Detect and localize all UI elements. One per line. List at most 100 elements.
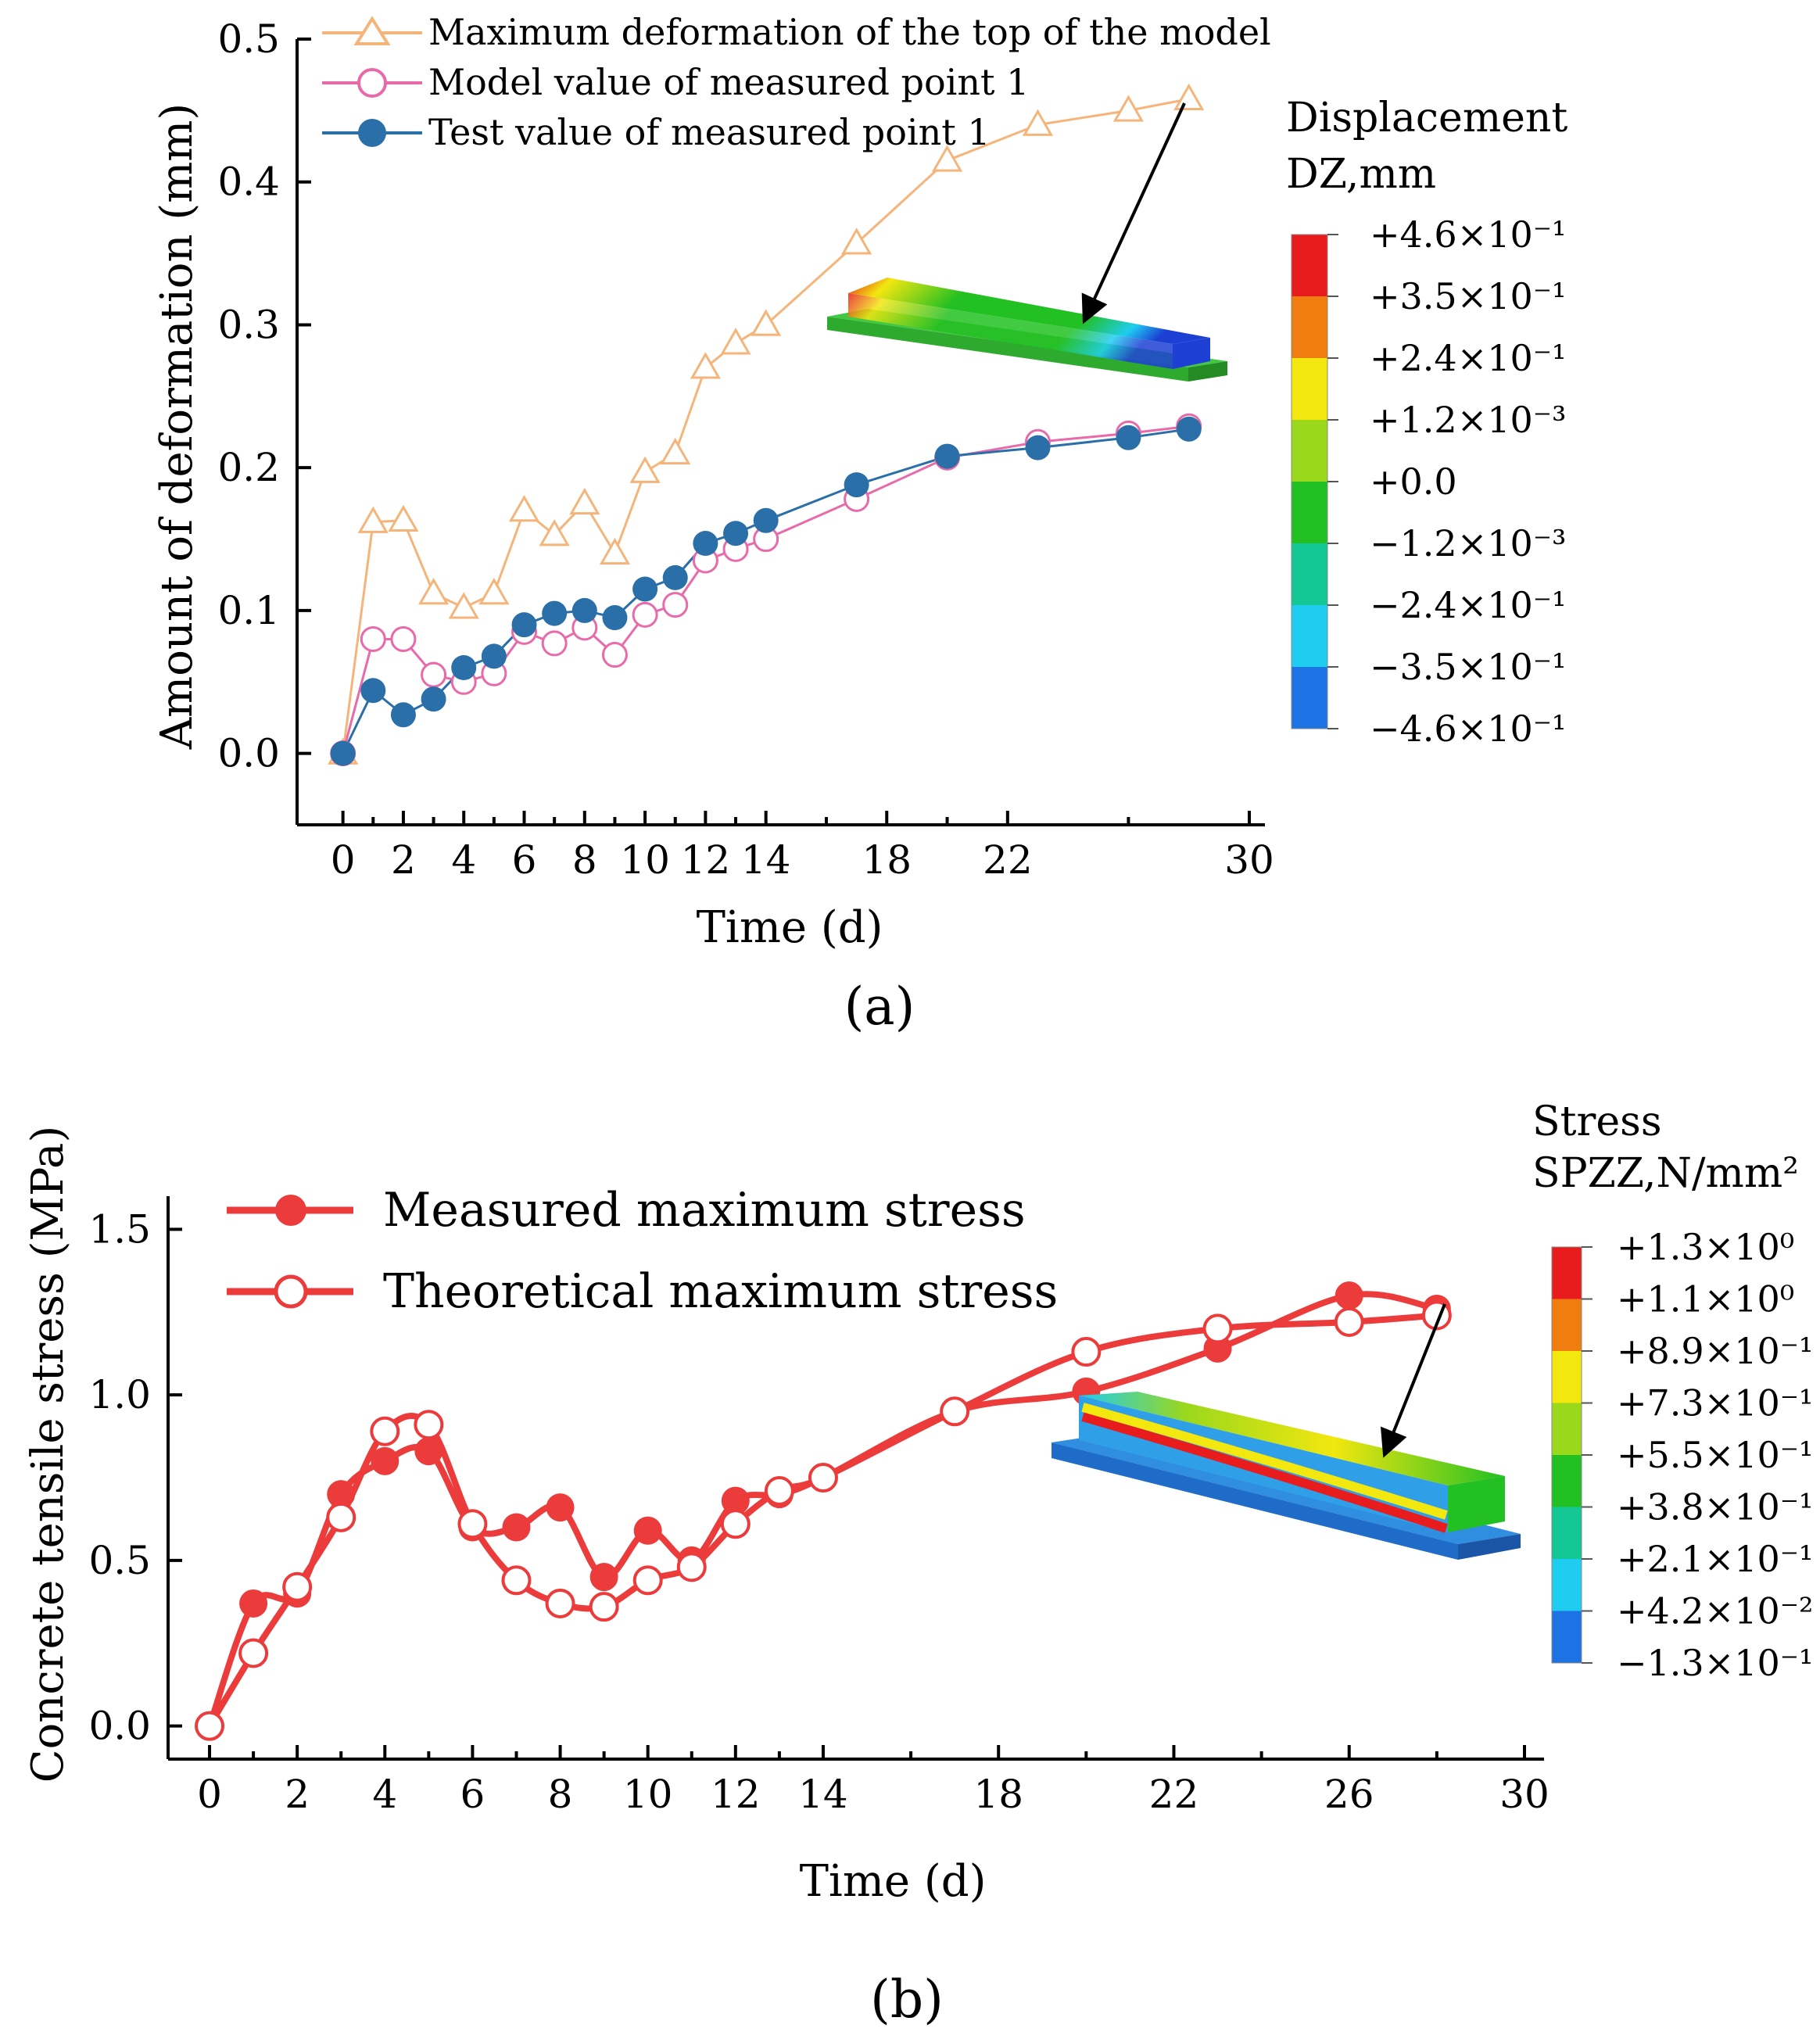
slab-b-top-face: [1079, 1392, 1505, 1485]
y-tick-label: 0.1: [217, 588, 280, 633]
data-point-open-circle: [1071, 1337, 1102, 1367]
colorbar-segment: [1552, 1559, 1582, 1611]
panel-b-ylabel: Concrete tensile stress (MPa): [23, 1126, 73, 1783]
legend-marker-filled-circle: [275, 1195, 306, 1226]
data-point-filled-circle: [511, 612, 537, 638]
panel-a-ylabel: Amount of deformation (mm): [152, 103, 202, 751]
data-point-triangle: [660, 437, 691, 465]
colorbar-segment: [1292, 358, 1327, 420]
data-point-filled-circle: [502, 1513, 531, 1542]
panel-a-colorbar: Displacement DZ,mm +4.6×10⁻¹ +3.5×10⁻¹ +2.…: [1286, 95, 1567, 750]
legend-label-measured: Measured maximum stress: [383, 1183, 1026, 1238]
colorbar-label: +5.5×10⁻¹: [1617, 1434, 1814, 1476]
panel-b-series: [195, 1281, 1452, 1741]
colorbar-segment: [1552, 1247, 1582, 1299]
data-point-filled-circle: [542, 600, 568, 626]
x-tick-label: 14: [741, 837, 791, 883]
data-point-open-circle: [662, 592, 689, 618]
data-point-triangle: [599, 537, 631, 565]
panel-a-arrow: [1081, 102, 1186, 324]
legend-label-test-value: Test value of measured point 1: [428, 111, 991, 153]
colorbar-label: +1.1×10⁰: [1617, 1278, 1794, 1321]
data-point-open-circle: [601, 642, 628, 668]
legend-marker-filled-circle: [358, 119, 386, 147]
data-point-triangle: [508, 494, 540, 522]
data-point-filled-circle: [327, 1480, 356, 1509]
data-point-filled-circle: [481, 643, 507, 669]
colorbar-segment: [1552, 1351, 1582, 1403]
colorbar-label: +4.2×10⁻²: [1617, 1590, 1814, 1632]
colorbar-segment: [1552, 1611, 1582, 1663]
slab-a-top-face: [848, 278, 1210, 344]
data-point-filled-circle: [360, 678, 386, 704]
colorbar-label: +7.3×10⁻¹: [1617, 1382, 1814, 1424]
data-point-filled-circle: [1116, 425, 1141, 450]
colorbar-label: +2.1×10⁻¹: [1617, 1538, 1814, 1580]
data-point-triangle: [569, 487, 600, 515]
data-point-open-circle: [414, 1410, 444, 1440]
data-point-open-circle: [421, 661, 447, 688]
slab-a-end-face: [1173, 338, 1210, 369]
data-point-filled-circle: [239, 1589, 268, 1618]
colorbar-a-unit: DZ,mm: [1286, 151, 1436, 198]
data-point-filled-circle: [589, 1563, 618, 1592]
panel-b-arrow: [1380, 1303, 1446, 1458]
data-point-open-circle: [370, 1416, 400, 1446]
data-point-triangle: [931, 145, 963, 172]
slab-b-end-face: [1448, 1476, 1505, 1532]
panel-a-label: (a): [844, 976, 915, 1037]
colorbar-segment: [1552, 1455, 1582, 1507]
colorbar-segment: [1552, 1403, 1582, 1455]
y-tick-label: 1.0: [88, 1372, 151, 1417]
data-point-open-circle: [1202, 1313, 1233, 1344]
x-tick-label: 12: [681, 837, 731, 883]
colorbar-label: +8.9×10⁻¹: [1617, 1330, 1814, 1372]
data-point-open-circle: [808, 1463, 838, 1493]
slab-b-base-front: [1052, 1442, 1458, 1560]
x-tick-label: 8: [572, 837, 597, 883]
y-tick-label: 1.5: [88, 1206, 151, 1252]
x-tick-label: 2: [285, 1772, 310, 1817]
data-point-triangle: [720, 328, 751, 355]
legend-marker-triangle: [353, 16, 391, 45]
colorbar-segment: [1292, 605, 1327, 667]
slab-a-front-face: [848, 293, 1173, 369]
x-tick-label: 0: [331, 837, 356, 883]
data-point-filled-circle: [602, 605, 628, 631]
slab-b-stress-band: [1081, 1412, 1448, 1533]
data-point-open-circle: [545, 1588, 575, 1618]
panel-b-model-inset: [1052, 1303, 1521, 1560]
x-tick-label: 0: [197, 1772, 222, 1817]
data-point-filled-circle: [414, 1437, 443, 1466]
colorbar-segment: [1292, 482, 1327, 543]
data-point-open-circle: [676, 1552, 707, 1582]
colorbar-label: −2.4×10⁻¹: [1370, 584, 1567, 626]
panel-a-xlabel: Time (d): [697, 902, 883, 953]
data-point-triangle: [1173, 83, 1205, 110]
panel-a-series: [328, 83, 1205, 767]
data-point-open-circle: [541, 630, 568, 657]
panel-a-axes: 0 2 4 6 8 10 12 14 18 22 30 0.0 0.1 0.2 0.3 0.4 0.5: [217, 16, 1274, 883]
data-point-filled-circle: [371, 1446, 399, 1475]
data-point-triangle: [448, 592, 479, 619]
slab-a-base-side: [1188, 361, 1227, 382]
data-point-filled-circle: [753, 507, 779, 533]
data-point-triangle: [539, 519, 570, 546]
x-tick-label: 12: [711, 1772, 761, 1817]
slab-b-base-side: [1458, 1534, 1521, 1560]
data-point-triangle: [841, 228, 872, 255]
colorbar-segment: [1292, 235, 1327, 296]
x-tick-label: 6: [512, 837, 537, 883]
colorbar-label: −4.6×10⁻¹: [1370, 708, 1567, 750]
x-tick-label: 18: [973, 1772, 1023, 1817]
data-point-open-circle: [326, 1502, 356, 1532]
slab-a-base-front: [827, 317, 1188, 382]
colorbar-label: −1.3×10⁻¹: [1617, 1642, 1814, 1684]
colorbar-label: +2.4×10⁻¹: [1370, 337, 1567, 379]
data-point-filled-circle: [1025, 435, 1051, 460]
colorbar-label: +3.8×10⁻¹: [1617, 1486, 1814, 1528]
data-point-filled-circle: [1335, 1281, 1363, 1310]
colorbar-segment: [1552, 1299, 1582, 1351]
y-tick-label: 0.4: [217, 159, 280, 205]
x-tick-label: 18: [862, 837, 912, 883]
